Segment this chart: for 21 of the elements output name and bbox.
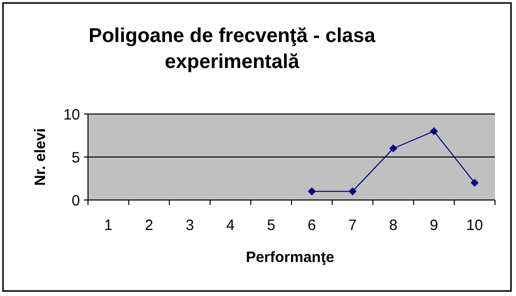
x-tick-label: 2 [144, 217, 154, 234]
x-tick-label: 6 [308, 217, 316, 234]
x-tick-label: 10 [466, 217, 483, 234]
x-tick-label: 1 [104, 217, 113, 234]
point [308, 187, 316, 196]
x-tick-label: 4 [226, 217, 235, 234]
x-tick-label: 9 [430, 217, 438, 234]
y-axis-title: Nr. elevi [32, 128, 49, 186]
point [348, 187, 357, 196]
y-tick-label: 0 [72, 192, 80, 210]
y-tick-label: 5 [72, 149, 80, 166]
x-axis-title: Performanţe [246, 249, 334, 266]
chart-title: Poligoane de frecvenţă - clasa experimentală [88, 25, 376, 73]
x-tick-label: 7 [348, 217, 357, 234]
point [470, 178, 479, 187]
point [389, 144, 398, 152]
point [430, 127, 438, 136]
y-tick-label: 10 [63, 106, 80, 124]
x-tick-label: 8 [389, 217, 398, 234]
x-tick-label: 3 [186, 217, 194, 234]
x-tick-label: 5 [266, 217, 276, 234]
